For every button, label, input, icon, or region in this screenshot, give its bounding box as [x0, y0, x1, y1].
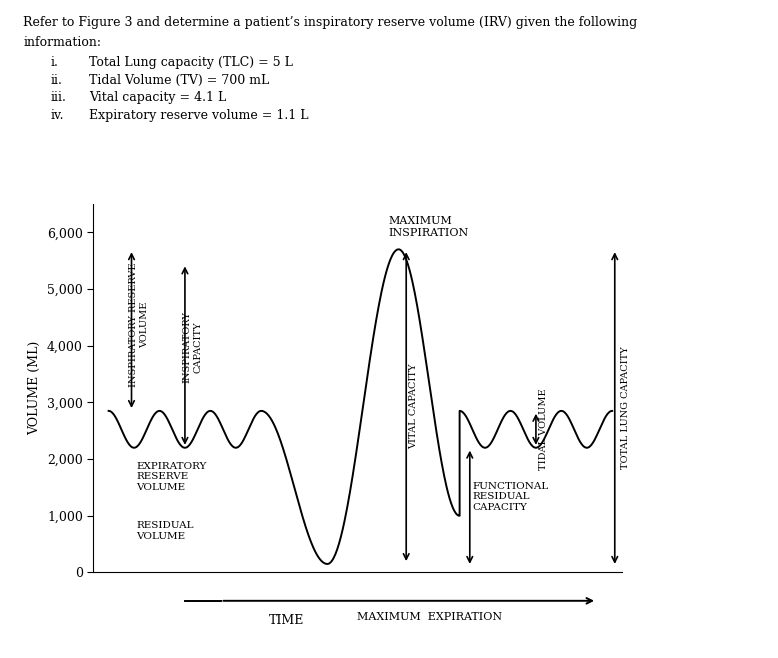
- Text: MAXIMUM
INSPIRATION: MAXIMUM INSPIRATION: [388, 216, 468, 238]
- Text: INSPIRATORY RESERVE
VOLUME: INSPIRATORY RESERVE VOLUME: [129, 262, 149, 387]
- Text: EXPIRATORY
RESERVE
VOLUME: EXPIRATORY RESERVE VOLUME: [137, 462, 207, 492]
- Text: ii.: ii.: [51, 74, 62, 87]
- Text: Vital capacity = 4.1 L: Vital capacity = 4.1 L: [89, 91, 226, 105]
- Text: TIME: TIME: [269, 614, 304, 627]
- Text: TOTAL LUNG CAPACITY: TOTAL LUNG CAPACITY: [622, 347, 630, 469]
- Y-axis label: VOLUME (ML): VOLUME (ML): [29, 341, 41, 436]
- Text: i.: i.: [51, 56, 58, 69]
- Text: iii.: iii.: [51, 91, 66, 105]
- Text: Expiratory reserve volume = 1.1 L: Expiratory reserve volume = 1.1 L: [89, 109, 309, 122]
- Text: FUNCTIONAL
RESIDUAL
CAPACITY: FUNCTIONAL RESIDUAL CAPACITY: [472, 482, 548, 511]
- Text: VITAL CAPACITY: VITAL CAPACITY: [409, 364, 419, 449]
- Text: RESIDUAL
VOLUME: RESIDUAL VOLUME: [137, 521, 194, 541]
- Text: Tidal Volume (TV) = 700 mL: Tidal Volume (TV) = 700 mL: [89, 74, 270, 87]
- Text: MAXIMUM  EXPIRATION: MAXIMUM EXPIRATION: [356, 612, 502, 622]
- Text: iv.: iv.: [51, 109, 64, 122]
- Text: INSPIRATORY
CAPACITY: INSPIRATORY CAPACITY: [183, 311, 202, 383]
- Text: Refer to Figure 3 and determine a patient’s inspiratory reserve volume (IRV) giv: Refer to Figure 3 and determine a patien…: [23, 16, 638, 30]
- Text: information:: information:: [23, 36, 101, 49]
- Text: TIDAL VOLUME: TIDAL VOLUME: [539, 388, 548, 470]
- Text: Total Lung capacity (TLC) = 5 L: Total Lung capacity (TLC) = 5 L: [89, 56, 293, 69]
